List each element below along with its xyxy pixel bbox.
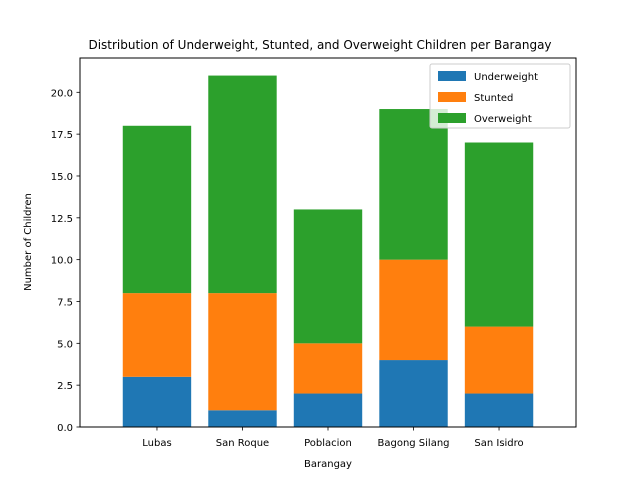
y-tick-label: 7.5 (57, 297, 73, 308)
bar-stunted-san-roque (208, 293, 277, 411)
y-tick-label: 20.0 (51, 88, 73, 99)
legend-swatch-underweight (438, 71, 466, 81)
bar-stunted-bagong-silang (379, 259, 448, 361)
legend-label-underweight: Underweight (474, 72, 538, 83)
bar-underweight-san-isidro (464, 393, 534, 427)
bar-stunted-lubas (122, 293, 192, 377)
bar-underweight-san-roque (208, 410, 277, 427)
bar-stunted-san-isidro (464, 326, 534, 394)
x-axis-ticks: Lubas San Roque Poblacion Bagong Silang San … (142, 427, 524, 449)
x-tick-label: San Roque (216, 438, 269, 449)
bar-overweight-poblacion (293, 209, 363, 344)
y-tick-label: 17.5 (51, 130, 73, 141)
bar-overweight-san-isidro (464, 142, 534, 327)
bars-group (122, 75, 534, 427)
y-tick-label: 5.0 (57, 339, 73, 350)
bar-underweight-poblacion (293, 393, 363, 427)
y-axis-ticks: 0.0 2.5 5.0 7.5 10.0 12.5 15.0 17.5 20.0 (51, 88, 80, 434)
y-tick-label: 12.5 (51, 214, 73, 225)
y-tick-label: 15.0 (51, 172, 73, 183)
bar-overweight-san-roque (208, 75, 277, 294)
bar-underweight-lubas (122, 376, 192, 427)
bar-overweight-bagong-silang (379, 109, 448, 260)
x-tick-label: Bagong Silang (377, 438, 449, 449)
legend-label-overweight: Overweight (474, 114, 532, 125)
chart-title: Distribution of Underweight, Stunted, an… (88, 38, 551, 52)
legend-label-stunted: Stunted (474, 93, 513, 104)
y-tick-label: 10.0 (51, 256, 73, 267)
bar-overweight-lubas (122, 125, 192, 294)
x-tick-label: Poblacion (304, 438, 352, 449)
legend-swatch-stunted (438, 92, 466, 102)
bar-stunted-poblacion (293, 343, 363, 394)
y-tick-label: 2.5 (57, 381, 73, 392)
y-tick-label: 0.0 (57, 423, 73, 434)
x-axis-label: Barangay (304, 459, 352, 470)
x-tick-label: Lubas (142, 438, 171, 449)
x-tick-label: San Isidro (474, 438, 523, 449)
y-axis-label: Number of Children (23, 193, 34, 291)
legend: Underweight Stunted Overweight (429, 63, 571, 129)
bar-underweight-bagong-silang (379, 360, 448, 427)
legend-swatch-overweight (438, 113, 466, 123)
